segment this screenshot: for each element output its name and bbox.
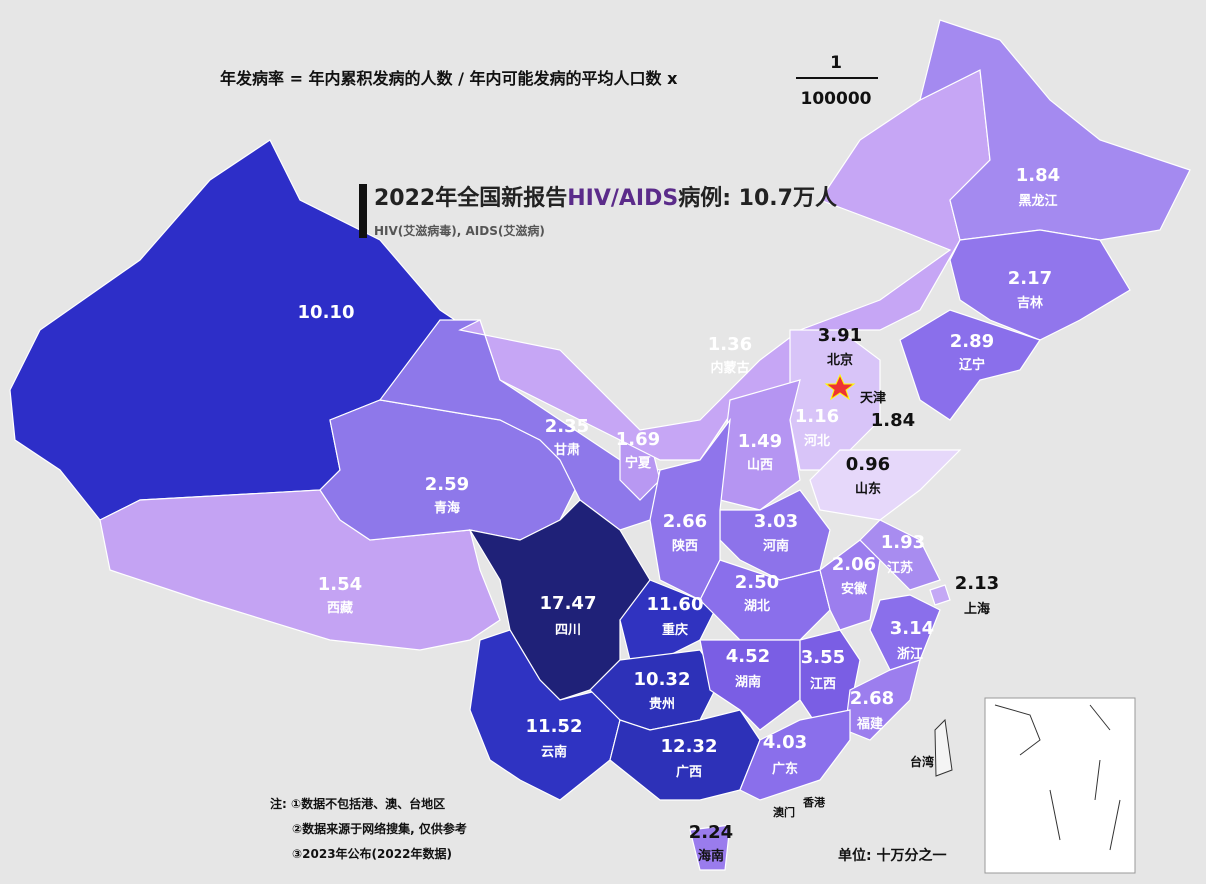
province [699, 639, 801, 731]
value-label: 2.24 [689, 822, 733, 843]
province [919, 19, 1191, 241]
province-name: 山东 [855, 481, 881, 497]
place-label: 台湾 [910, 754, 934, 769]
province-name: 河南 [763, 538, 789, 554]
province [929, 584, 951, 606]
province-name: 西藏 [327, 600, 353, 616]
province-name: 云南 [541, 744, 567, 760]
value-label: 1.69 [616, 429, 660, 450]
inset-map [984, 697, 1136, 874]
value-label: 10.10 [298, 302, 355, 323]
province-name: 四川 [555, 623, 581, 638]
value-label: 1.49 [738, 431, 782, 452]
value-label: 3.91 [818, 325, 862, 346]
province-name: 贵州 [649, 696, 675, 712]
province-name: 江西 [810, 676, 836, 692]
province [458, 69, 991, 461]
province-name: 重庆 [662, 622, 688, 638]
province-name: 福建 [856, 716, 883, 732]
province [859, 519, 941, 591]
title-bar [359, 184, 367, 238]
province-name: 江苏 [887, 560, 913, 576]
province-name: 吉林 [1017, 295, 1043, 311]
value-label: 1.16 [795, 406, 839, 427]
province [899, 309, 1041, 421]
value-label: 2.68 [850, 688, 894, 709]
subtitle: HIV(艾滋病毒), AIDS(艾滋病) [374, 223, 545, 238]
province [609, 709, 761, 801]
province-name: 陕西 [672, 538, 698, 554]
note: ②数据来源于网络搜集, 仅供参考 [292, 821, 467, 836]
province [739, 709, 851, 801]
province-name: 天津 [860, 390, 886, 406]
value-label: 2.06 [832, 554, 876, 575]
value-label: 1.36 [708, 334, 752, 355]
province-name: 河北 [804, 433, 830, 449]
province-name: 浙江 [897, 646, 923, 662]
province [949, 229, 1131, 341]
value-label: 4.03 [763, 732, 807, 753]
unit: 单位: 十万分之一 [838, 847, 946, 864]
value-label: 1.84 [871, 410, 915, 431]
value-label: 3.14 [890, 618, 934, 639]
province [689, 824, 731, 871]
note: ③2023年公布(2022年数据) [292, 846, 452, 861]
taiwan-shape [934, 718, 953, 777]
value-label: 11.60 [647, 594, 704, 615]
value-label: 2.35 [545, 416, 589, 437]
value-label: 2.59 [425, 474, 469, 495]
province-name: 北京 [827, 352, 853, 368]
value-label: 2.50 [735, 572, 779, 593]
formula: 年发病率 = 年内累积发病的人数 / 年内可能发病的平均人口数 x [220, 69, 678, 88]
value-label: 12.32 [661, 736, 718, 757]
province-name: 海南 [698, 848, 724, 864]
value-label: 2.13 [955, 573, 999, 594]
capital-star [824, 373, 856, 401]
value-label: 2.66 [663, 511, 707, 532]
province-name: 甘肃 [554, 442, 580, 458]
province-name: 青海 [434, 500, 460, 516]
value-label: 2.17 [1008, 268, 1052, 289]
formula-denominator: 100000 [801, 89, 872, 109]
value-label: 3.55 [801, 647, 845, 668]
value-label: 4.52 [726, 646, 770, 667]
province-name: 宁夏 [625, 455, 652, 471]
place-label: 澳门 [773, 805, 795, 819]
inset-lines [994, 704, 1121, 851]
title: 2022年全国新报告HIV/AIDS病例: 10.7万人 [374, 185, 837, 211]
value-label: 11.52 [526, 716, 583, 737]
formula-numerator: 1 [830, 53, 842, 73]
province-name: 安徽 [841, 581, 868, 597]
note: 注: ①数据不包括港、澳、台地区 [270, 796, 445, 811]
province-name: 湖北 [744, 599, 770, 614]
province-name: 上海 [964, 601, 990, 617]
province-name: 辽宁 [959, 357, 985, 373]
value-label: 0.96 [846, 454, 890, 475]
province [809, 449, 962, 521]
value-label: 1.84 [1016, 165, 1060, 186]
value-label: 3.03 [754, 511, 798, 532]
province-name: 广西 [676, 764, 702, 780]
province-name: 广东 [772, 761, 798, 777]
value-label: 1.54 [318, 574, 362, 595]
value-label: 1.93 [881, 532, 925, 553]
province-name: 山西 [747, 457, 773, 473]
value-label: 10.32 [634, 669, 691, 690]
province-name: 内蒙古 [710, 360, 749, 376]
province-name: 黑龙江 [1018, 193, 1057, 209]
value-label: 2.89 [950, 331, 994, 352]
place-label: 香港 [802, 795, 826, 809]
province-name: 湖南 [735, 674, 761, 690]
value-label: 17.47 [540, 593, 597, 614]
